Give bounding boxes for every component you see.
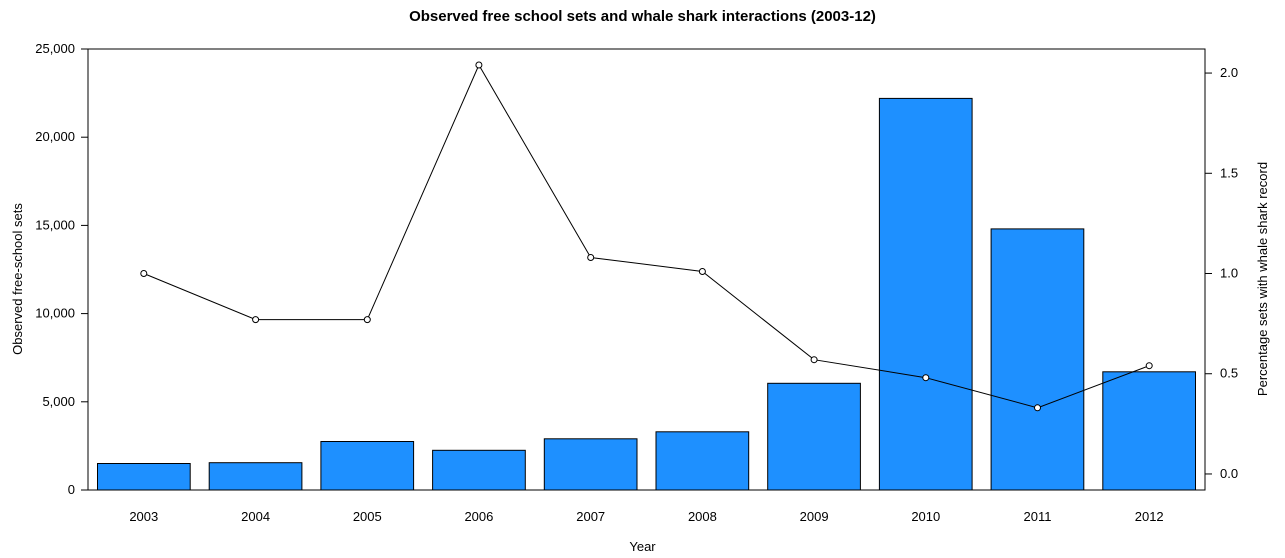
- y-tick-label-right: 1.0: [1220, 266, 1238, 281]
- line-point-2012: [1145, 362, 1153, 370]
- x-tick-label: 2008: [688, 509, 717, 524]
- line-point-2004: [252, 316, 260, 324]
- y-tick-label-right: 1.5: [1220, 165, 1238, 180]
- y-tick-label-right: 0.5: [1220, 366, 1238, 381]
- y-tick-label-left: 25,000: [35, 41, 75, 56]
- y-tick-label-left: 5,000: [42, 394, 75, 409]
- line-point-2010: [922, 374, 930, 382]
- bar-2009: [767, 382, 861, 491]
- line-point-2008: [698, 268, 706, 275]
- line-point-2007: [587, 254, 595, 261]
- x-tick-label: 2006: [464, 509, 493, 524]
- bar-2005: [320, 441, 415, 491]
- line-point-2011: [1034, 404, 1041, 412]
- bar-2004: [208, 462, 303, 491]
- x-tick-label: 2012: [1135, 509, 1164, 524]
- line-point-2005: [363, 316, 371, 324]
- bar-2007: [543, 438, 638, 491]
- line-point-2009: [810, 356, 818, 364]
- bar-2010: [878, 97, 973, 491]
- line-point-2003: [140, 270, 148, 277]
- x-tick-label: 2010: [911, 509, 940, 524]
- y-tick-label-right: 2.0: [1220, 65, 1238, 80]
- x-tick-label: 2004: [241, 509, 270, 524]
- x-tick-label: 2005: [353, 509, 382, 524]
- bar-2011: [990, 228, 1085, 491]
- y-tick-label-left: 10,000: [35, 306, 75, 321]
- bar-2012: [1102, 371, 1197, 491]
- x-tick-label: 2007: [576, 509, 605, 524]
- bar-2003: [97, 463, 191, 491]
- line-point-2006: [475, 61, 483, 69]
- x-tick-label: 2003: [129, 509, 158, 524]
- x-axis-label: Year: [629, 539, 656, 554]
- bar-2008: [655, 431, 750, 491]
- y-tick-label-left: 15,000: [35, 217, 75, 232]
- bar-2006: [432, 449, 526, 491]
- y-tick-label-left: 0: [68, 482, 75, 497]
- y-tick-label-left: 20,000: [35, 129, 75, 144]
- x-tick-label: 2009: [800, 509, 829, 524]
- x-tick-label: 2011: [1024, 509, 1052, 524]
- line-series: [143, 63, 1150, 409]
- chart-title: Observed free school sets and whale shar…: [409, 8, 876, 25]
- y-tick-label-right: 0.0: [1220, 466, 1238, 481]
- plot-frame: [87, 48, 1206, 491]
